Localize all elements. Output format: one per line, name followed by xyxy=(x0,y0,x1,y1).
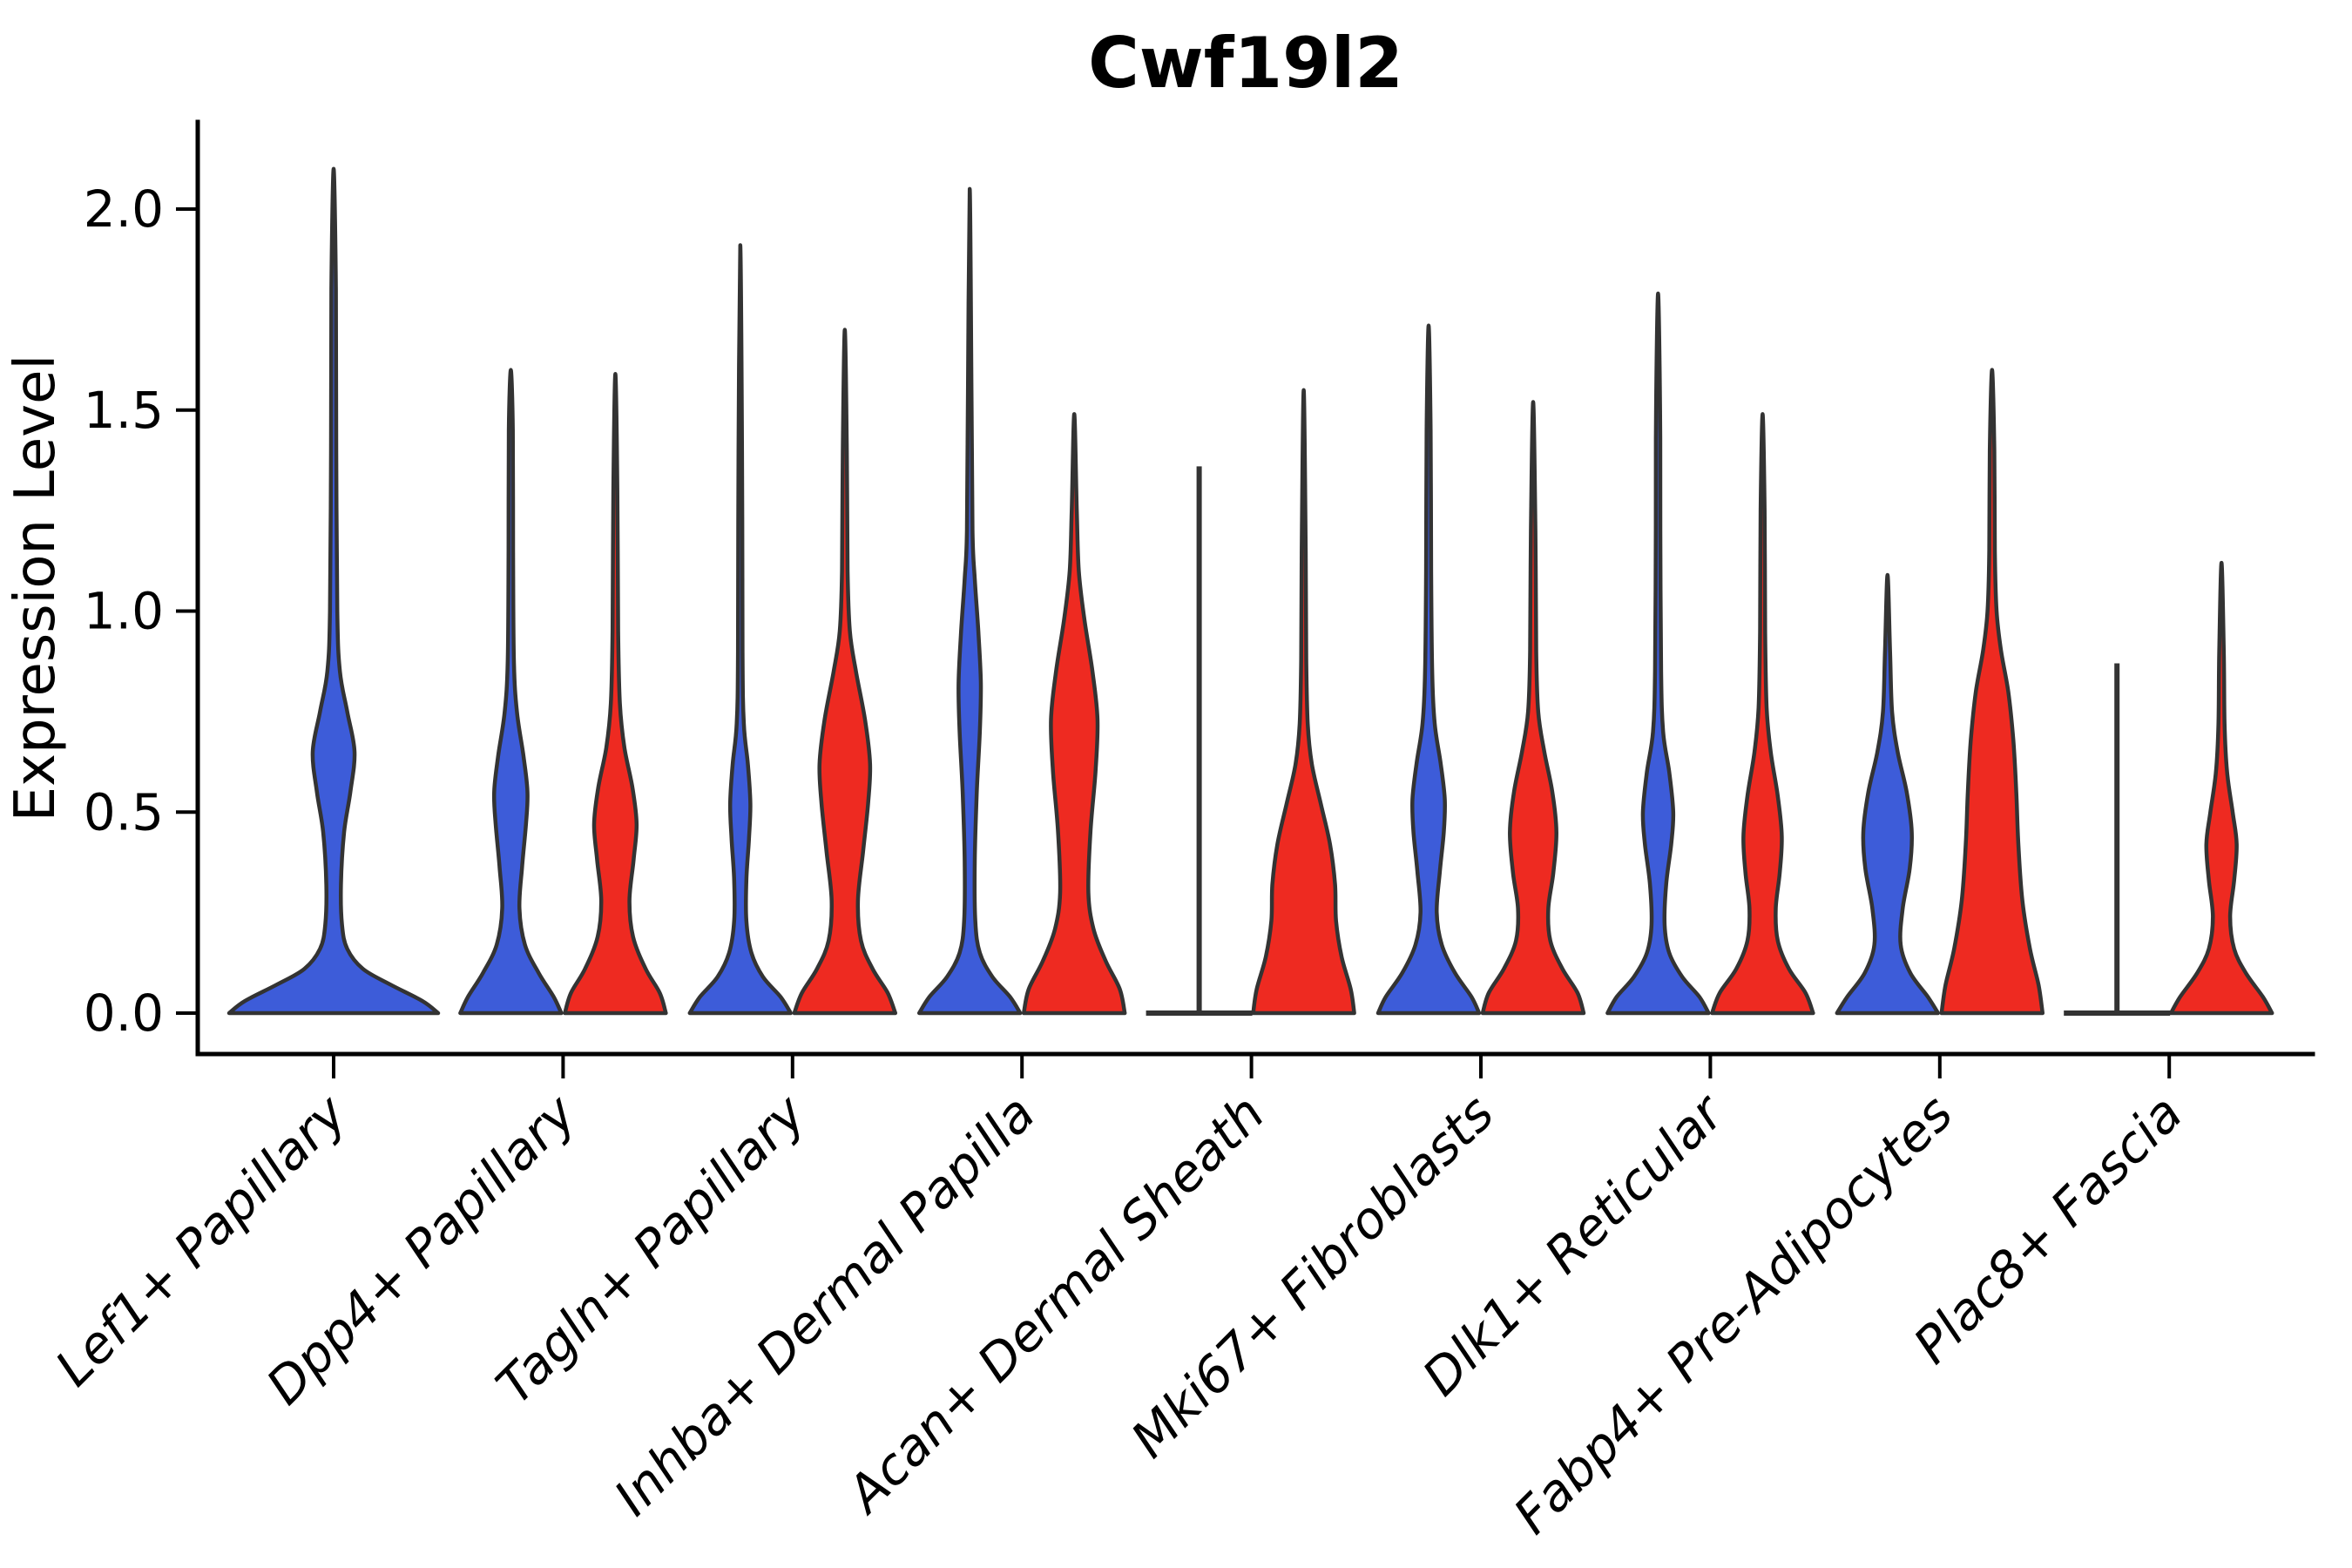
violin-5-red xyxy=(1480,400,1586,1016)
y-tick-label: 2.0 xyxy=(84,179,164,239)
x-tick-label-3: Inhba+ Dermal Papilla xyxy=(603,1084,1046,1527)
x-tick-label-4: Acan+ Dermal Sheath xyxy=(834,1084,1276,1526)
violin-6-red xyxy=(1710,412,1815,1016)
violin-2-blue xyxy=(687,243,794,1016)
violin-7-red xyxy=(1939,368,2045,1016)
y-tick-label: 0.0 xyxy=(84,983,164,1043)
y-tick-label: 1.0 xyxy=(84,582,164,641)
violin-7-blue xyxy=(1835,572,1941,1016)
y-tick-label: 1.5 xyxy=(84,381,164,440)
chart-title: Cwf19l2 xyxy=(1088,23,1403,104)
y-tick-label: 0.5 xyxy=(84,782,164,841)
violin-1-red xyxy=(563,371,668,1016)
x-tick-label-7: Fabp4+ Pre-Adipocytes xyxy=(1503,1084,1964,1545)
violin-0-blue xyxy=(226,166,441,1016)
y-axis-label: Expression Level xyxy=(3,355,68,822)
violins-group xyxy=(226,166,2274,1016)
violin-6-blue xyxy=(1605,291,1711,1016)
violin-3-blue xyxy=(916,186,1023,1016)
violin-1-blue xyxy=(458,368,564,1016)
y-axis-ticks: 0.0 0.5 1.0 1.5 2.0 xyxy=(84,179,198,1043)
violin-3-red xyxy=(1021,412,1127,1016)
violin-4-red xyxy=(1251,388,1356,1016)
violin-8-red xyxy=(2168,560,2274,1016)
violin-2-red xyxy=(792,328,898,1016)
violin-5-blue xyxy=(1375,323,1482,1016)
